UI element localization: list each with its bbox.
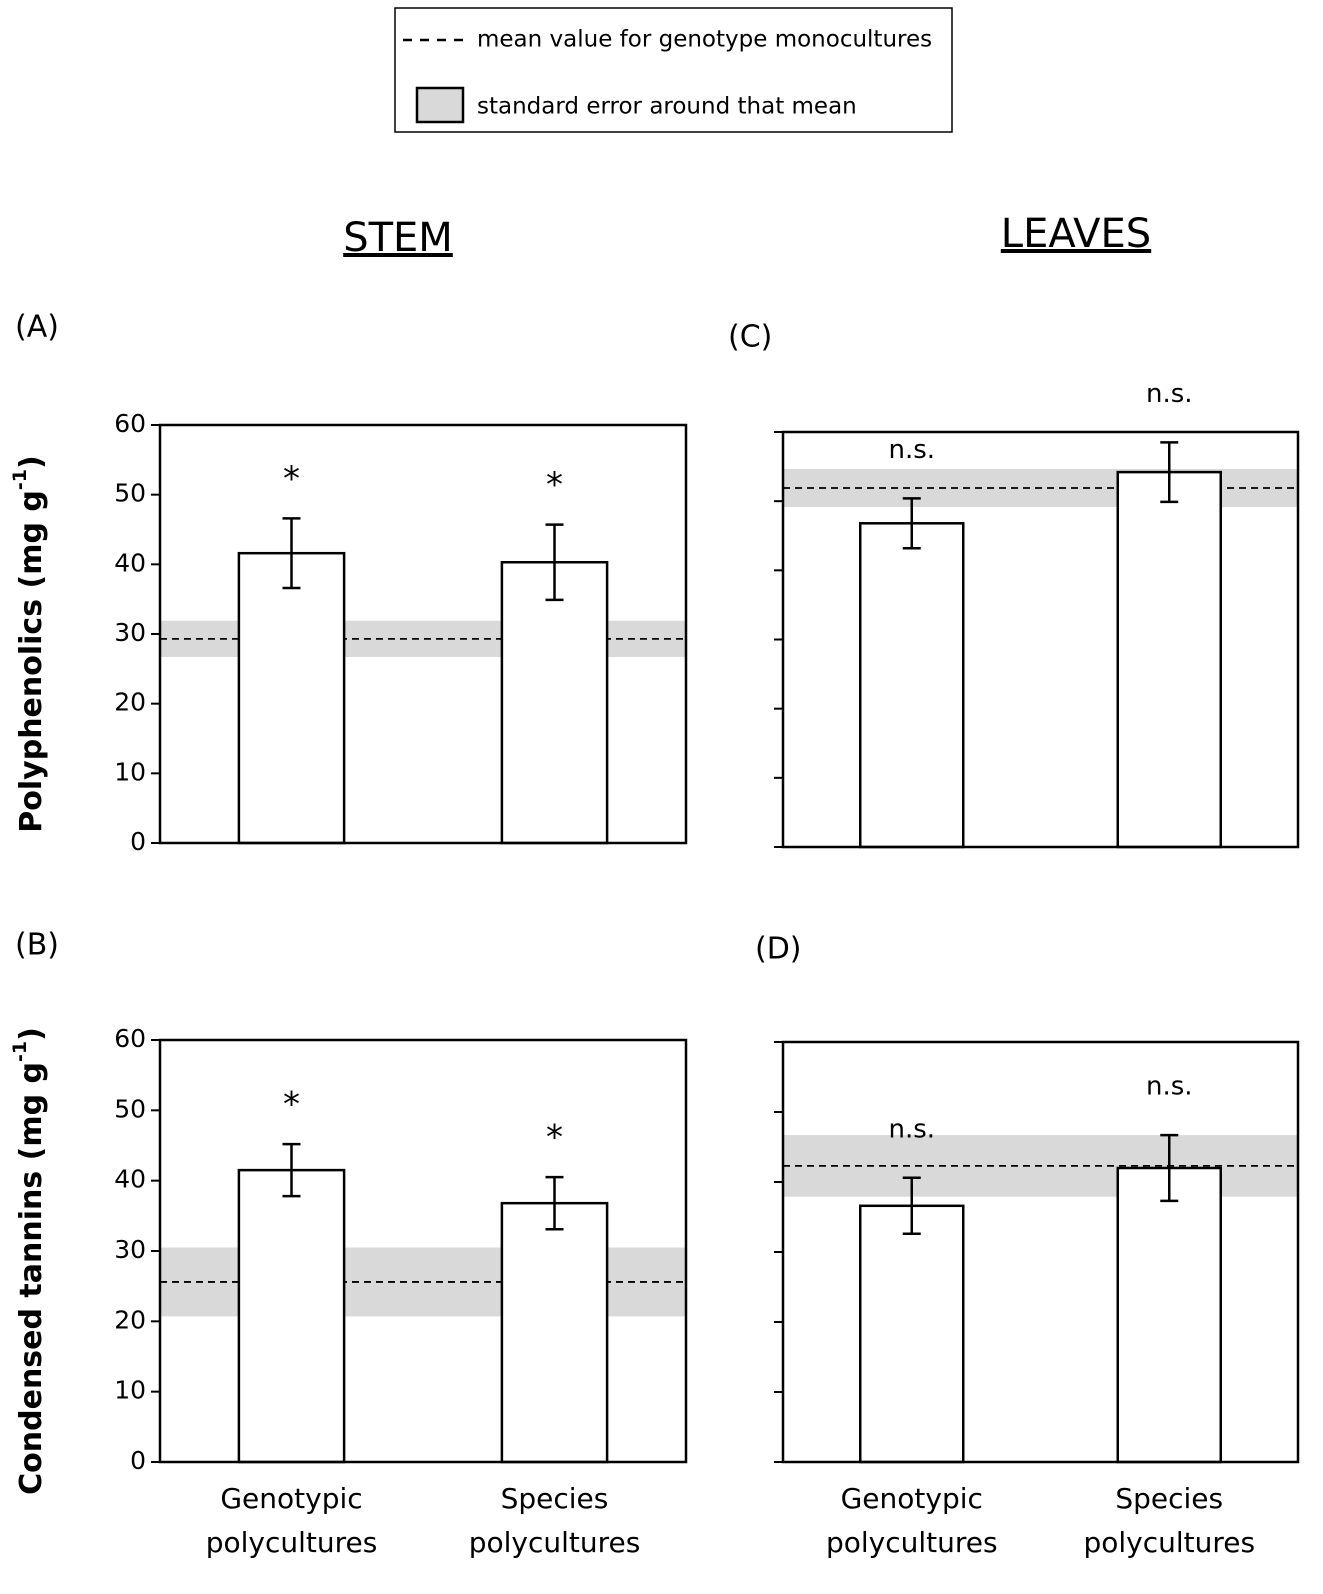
error-bar (282, 517, 301, 590)
y-tick-label: 60 (114, 409, 146, 438)
plot-frame (781, 430, 1300, 849)
legend-band-label: standard error around that mean (477, 94, 857, 120)
annotation: * (546, 465, 563, 505)
y-axis-label-sup: -1 (9, 469, 31, 490)
y-axis-label: Polyphenolics (mg g-1) (9, 455, 49, 832)
legend-line-label: mean value for genotype monocultures (477, 27, 932, 53)
panel-label: (C) (728, 320, 772, 355)
y-tick-label: 30 (114, 618, 146, 647)
y-axis-label-main: Condensed tannins (mg g (14, 1062, 49, 1495)
legend-band-swatch (415, 86, 465, 124)
y-tick-label: 0 (130, 827, 146, 856)
x-tick-label: Species polycultures (469, 1482, 641, 1559)
bar (500, 560, 609, 845)
error-bar (1160, 441, 1179, 504)
annotation: * (546, 1118, 563, 1158)
y-tick-label: 40 (114, 1165, 146, 1194)
annotation: * (283, 459, 300, 499)
y-tick-label: 20 (114, 1305, 146, 1334)
bar (859, 522, 965, 849)
annotation: n.s. (888, 435, 935, 465)
y-axis-label-end: ) (14, 455, 49, 469)
error-bar (545, 1175, 564, 1231)
x-tick-line: Species (501, 1482, 609, 1515)
x-tick-line: polycultures (826, 1526, 998, 1559)
x-tick-line: polycultures (469, 1526, 641, 1559)
x-tick-line: Species (1115, 1482, 1223, 1515)
x-tick-line: polycultures (1083, 1526, 1255, 1559)
bar (237, 1168, 346, 1464)
error-bar (902, 497, 921, 550)
bar (237, 551, 346, 845)
y-tick-label: 10 (114, 757, 146, 786)
plot-frame (158, 1038, 688, 1464)
y-tick-label: 60 (114, 1024, 146, 1053)
plot-frame (158, 423, 688, 845)
panel-label: (B) (15, 928, 59, 963)
x-tick-line: Genotypic (841, 1482, 983, 1515)
y-tick-label: 50 (114, 1094, 146, 1123)
x-tick-line: polycultures (206, 1526, 378, 1559)
y-tick-label: 20 (114, 688, 146, 717)
annotation: * (283, 1085, 300, 1125)
x-tick-label: Genotypic polycultures (826, 1482, 998, 1559)
annotation: n.s. (888, 1114, 935, 1144)
plot-frame (781, 1040, 1300, 1464)
annotation: n.s. (1146, 1072, 1193, 1102)
error-bar (1160, 1133, 1179, 1203)
column-header: LEAVES (1001, 211, 1151, 257)
y-tick-label: 40 (114, 548, 146, 577)
bar (859, 1204, 965, 1464)
y-tick-label: 30 (114, 1235, 146, 1264)
x-tick-label: Genotypic polycultures (206, 1482, 378, 1559)
error-bar (282, 1142, 301, 1198)
y-tick-label: 10 (114, 1376, 146, 1405)
y-axis-label-main: Polyphenolics (mg g (14, 490, 49, 833)
y-tick-label: 0 (130, 1446, 146, 1475)
y-axis-label: Condensed tannins (mg g-1) (9, 1027, 49, 1495)
panel-label: (D) (755, 932, 802, 967)
bar (1116, 1166, 1222, 1464)
annotation: n.s. (1146, 379, 1193, 409)
y-axis-label-end: ) (14, 1027, 49, 1041)
error-bar (902, 1176, 921, 1236)
y-tick-label: 50 (114, 479, 146, 508)
y-axis-label-sup: -1 (9, 1041, 31, 1062)
x-tick-line: Genotypic (220, 1482, 362, 1515)
bar (500, 1201, 609, 1464)
error-bar (545, 523, 564, 602)
legend-box (394, 7, 953, 133)
bar (1116, 470, 1222, 849)
column-header: STEM (343, 215, 453, 261)
x-tick-label: Species polycultures (1083, 1482, 1255, 1559)
panel-label: (A) (15, 310, 59, 345)
